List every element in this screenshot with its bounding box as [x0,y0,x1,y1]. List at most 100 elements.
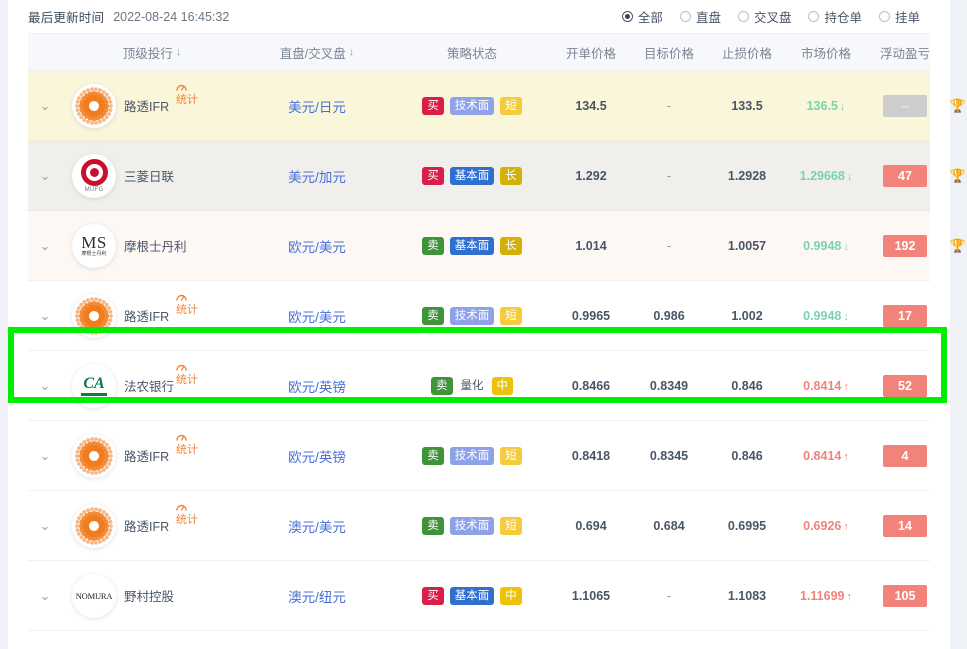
header-bank[interactable]: 顶级投行 ↓ [62,34,242,70]
filter-radio-0[interactable]: 全部 [621,7,663,26]
strategy-tag-sell[interactable]: 卖 [422,306,444,325]
strategy-tag-buy[interactable]: 买 [422,586,444,605]
chevron-down-icon[interactable]: ⌄ [39,308,51,323]
currency-pair-link[interactable]: 澳元/美元 [288,519,346,535]
currency-pair-link[interactable]: 欧元/英镑 [288,379,346,395]
filter-radio-2[interactable]: 交叉盘 [737,7,791,26]
chevron-down-icon[interactable]: ⌄ [39,168,51,183]
strategy-tag-tech[interactable]: 技术面 [449,516,495,535]
target-price-value: - [666,238,672,253]
radio-dot-icon[interactable] [808,11,820,22]
sort-icon-bank[interactable]: ↓ [175,46,182,58]
floating-pnl-cell: 52 [866,351,944,420]
strategy-tag-mid[interactable]: 中 [500,586,522,605]
filter-radio-1[interactable]: 直盘 [679,7,721,26]
table-row[interactable]: ⌄ CA 法农银行 统计 欧元/英镑 卖量化中 0.8466 0.8349 0.846 0.841… [28,351,930,421]
row-expand-toggle[interactable]: ⌄ [28,141,62,210]
statistics-badge[interactable]: 统计 [176,82,202,108]
chevron-down-icon[interactable]: ⌄ [39,238,51,253]
statistics-badge-label: 统计 [176,444,198,456]
currency-pair-link[interactable]: 欧元/美元 [288,309,346,325]
table-row[interactable]: ⌄ MS 摩根士丹利 摩根士丹利 欧元/美元 卖基本面长 1.014 - 1.0057 0.994… [28,211,966,281]
currency-pair-cell[interactable]: 澳元/美元 [242,491,392,560]
credit-agricole-logo-icon: CA [81,375,107,396]
filter-radio-4[interactable]: 挂单 [878,7,920,26]
strategy-tag-tech[interactable]: 技术面 [449,306,495,325]
row-expand-toggle[interactable]: ⌄ [28,211,62,280]
chevron-down-icon[interactable]: ⌄ [39,98,51,113]
currency-pair-cell[interactable]: 美元/日元 [242,71,392,140]
strategy-tag-sell[interactable]: 卖 [422,446,444,465]
currency-pair-cell[interactable]: 澳元/纽元 [242,561,392,630]
table-row[interactable]: ⌄ 路透IFR 统计 美元/日元 买技术面短 134.5 - 133.5 136.5 ↓ -- 🏆 [28,71,966,141]
row-expand-toggle[interactable]: ⌄ [28,491,62,560]
radio-dot-icon[interactable] [737,11,749,22]
currency-pair-cell[interactable]: 欧元/英镑 [242,351,392,420]
strategy-tag-fund[interactable]: 基本面 [449,166,495,185]
strategy-tag-short[interactable]: 短 [500,446,522,465]
statistics-badge[interactable]: 统计 [176,502,202,528]
filter-radio-3[interactable]: 持仓单 [808,7,862,26]
radio-dot-icon[interactable] [621,11,633,22]
statistics-badge[interactable]: 统计 [176,362,202,388]
strategy-tag-short[interactable]: 短 [500,96,522,115]
currency-pair-link[interactable]: 美元/日元 [288,99,346,115]
statistics-badge[interactable]: 统计 [176,432,202,458]
currency-pair-link[interactable]: 澳元/纽元 [288,589,346,605]
strategy-tag-quant[interactable]: 量化 [460,379,484,392]
strategy-tag-sell[interactable]: 卖 [422,236,444,255]
strategy-tag-long[interactable]: 长 [500,236,522,255]
trophy-icon[interactable]: 🏆 [949,98,967,113]
reuters-logo-icon [75,86,113,125]
strategy-tag-tech[interactable]: 技术面 [449,96,495,115]
strategy-tag-fund[interactable]: 基本面 [449,586,495,605]
header-pair[interactable]: 直盘/交叉盘 ↓ [242,34,392,70]
chevron-down-icon[interactable]: ⌄ [39,518,51,533]
row-expand-toggle[interactable]: ⌄ [28,281,62,350]
currency-pair-cell[interactable]: 欧元/美元 [242,211,392,280]
currency-pair-link[interactable]: 欧元/美元 [288,239,346,255]
bank-name: 路透IFR [124,100,170,114]
sort-icon-pair[interactable]: ↓ [348,46,355,58]
row-expand-toggle[interactable]: ⌄ [28,351,62,420]
table-row[interactable]: ⌄ MUFG 三菱日联 美元/加元 买基本面长 1.292 - 1.2928 1.29668 ↓ 4… [28,141,966,211]
bank-name: 路透IFR [124,450,170,464]
chevron-down-icon[interactable]: ⌄ [39,378,51,393]
currency-pair-link[interactable]: 欧元/英镑 [288,449,346,465]
open-price-cell: 0.8466 [552,351,630,420]
currency-pair-cell[interactable]: 欧元/美元 [242,281,392,350]
currency-pair-cell[interactable]: 美元/加元 [242,141,392,210]
currency-pair-link[interactable]: 美元/加元 [288,169,346,185]
table-row[interactable]: ⌄ NOMURA 野村控股 澳元/纽元 买基本面中 1.1065 - 1.1083 1.1169… [28,561,930,631]
strategy-tag-tech[interactable]: 技术面 [449,446,495,465]
strategy-tag-fund[interactable]: 基本面 [449,236,495,255]
currency-pair-cell[interactable]: 欧元/英镑 [242,421,392,490]
header-floating-pnl: 浮动盈亏 [879,46,930,61]
table-row[interactable]: ⌄ 路透IFR 统计 澳元/美元 卖技术面短 0.694 0.684 0.6995 0.6926… [28,491,930,561]
market-price-cell: 0.8414 ↑ [786,351,866,420]
strategy-tag-long[interactable]: 长 [500,166,522,185]
strategy-tag-buy[interactable]: 买 [422,96,444,115]
radio-dot-icon[interactable] [679,11,691,22]
table-row[interactable]: ⌄ 路透IFR 统计 欧元/英镑 卖技术面短 0.8418 0.8345 0.846 0.841… [28,421,930,491]
row-expand-toggle[interactable]: ⌄ [28,71,62,140]
trophy-icon[interactable]: 🏆 [949,168,967,183]
header-open-price: 开单价格 [565,46,616,61]
strategy-tag-sell[interactable]: 卖 [422,516,444,535]
stop-price-value: 1.1083 [727,588,767,603]
table-row[interactable]: ⌄ 路透IFR 统计 欧元/美元 卖技术面短 0.9965 0.986 1.002 0.9948… [28,281,930,351]
strategy-tag-mid[interactable]: 中 [491,376,513,395]
statistics-badge[interactable]: 统计 [176,292,202,318]
open-price-value: 0.9965 [571,308,611,323]
strategy-tag-sell[interactable]: 卖 [431,376,453,395]
trophy-icon[interactable]: 🏆 [949,238,967,253]
row-expand-toggle[interactable]: ⌄ [28,561,62,630]
strategy-tag-short[interactable]: 短 [500,516,522,535]
strategy-tag-buy[interactable]: 买 [422,166,444,185]
chevron-down-icon[interactable]: ⌄ [39,448,51,463]
radio-dot-icon[interactable] [878,11,890,22]
row-expand-toggle[interactable]: ⌄ [28,421,62,490]
strategy-tag-short[interactable]: 短 [500,306,522,325]
chevron-down-icon[interactable]: ⌄ [39,588,51,603]
